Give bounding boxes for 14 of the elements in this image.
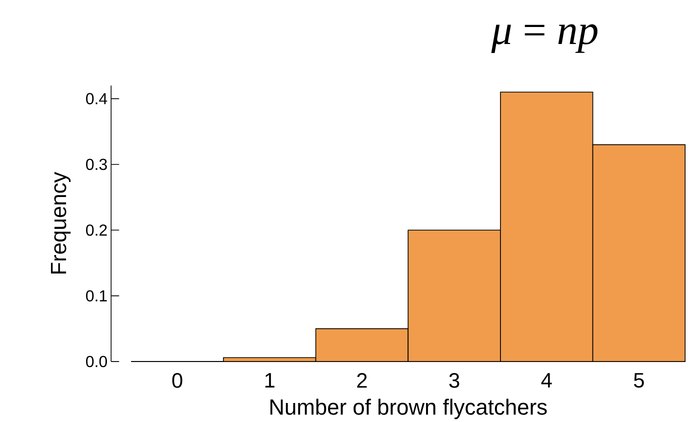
x-tick-label: 5 bbox=[634, 373, 644, 388]
x-axis-title: Number of brown flycatchers bbox=[270, 398, 547, 420]
y-tick-label: 0.3 bbox=[86, 158, 107, 170]
y-tick-label: 0.1 bbox=[86, 290, 107, 302]
y-tick-label: 0.0 bbox=[86, 356, 107, 368]
y-tick-label: 0.4 bbox=[86, 93, 108, 104]
x-tick-label: 1 bbox=[265, 373, 274, 388]
y-tick-label: 0.2 bbox=[86, 224, 107, 236]
x-tick-label: 2 bbox=[357, 373, 367, 388]
x-tick-label: 4 bbox=[541, 373, 552, 388]
x-tick-label: 0 bbox=[172, 373, 182, 388]
chart-title: μ = np bbox=[491, 24, 598, 53]
x-tick-label: 3 bbox=[449, 373, 460, 388]
y-axis-title: Frequency bbox=[50, 172, 71, 274]
